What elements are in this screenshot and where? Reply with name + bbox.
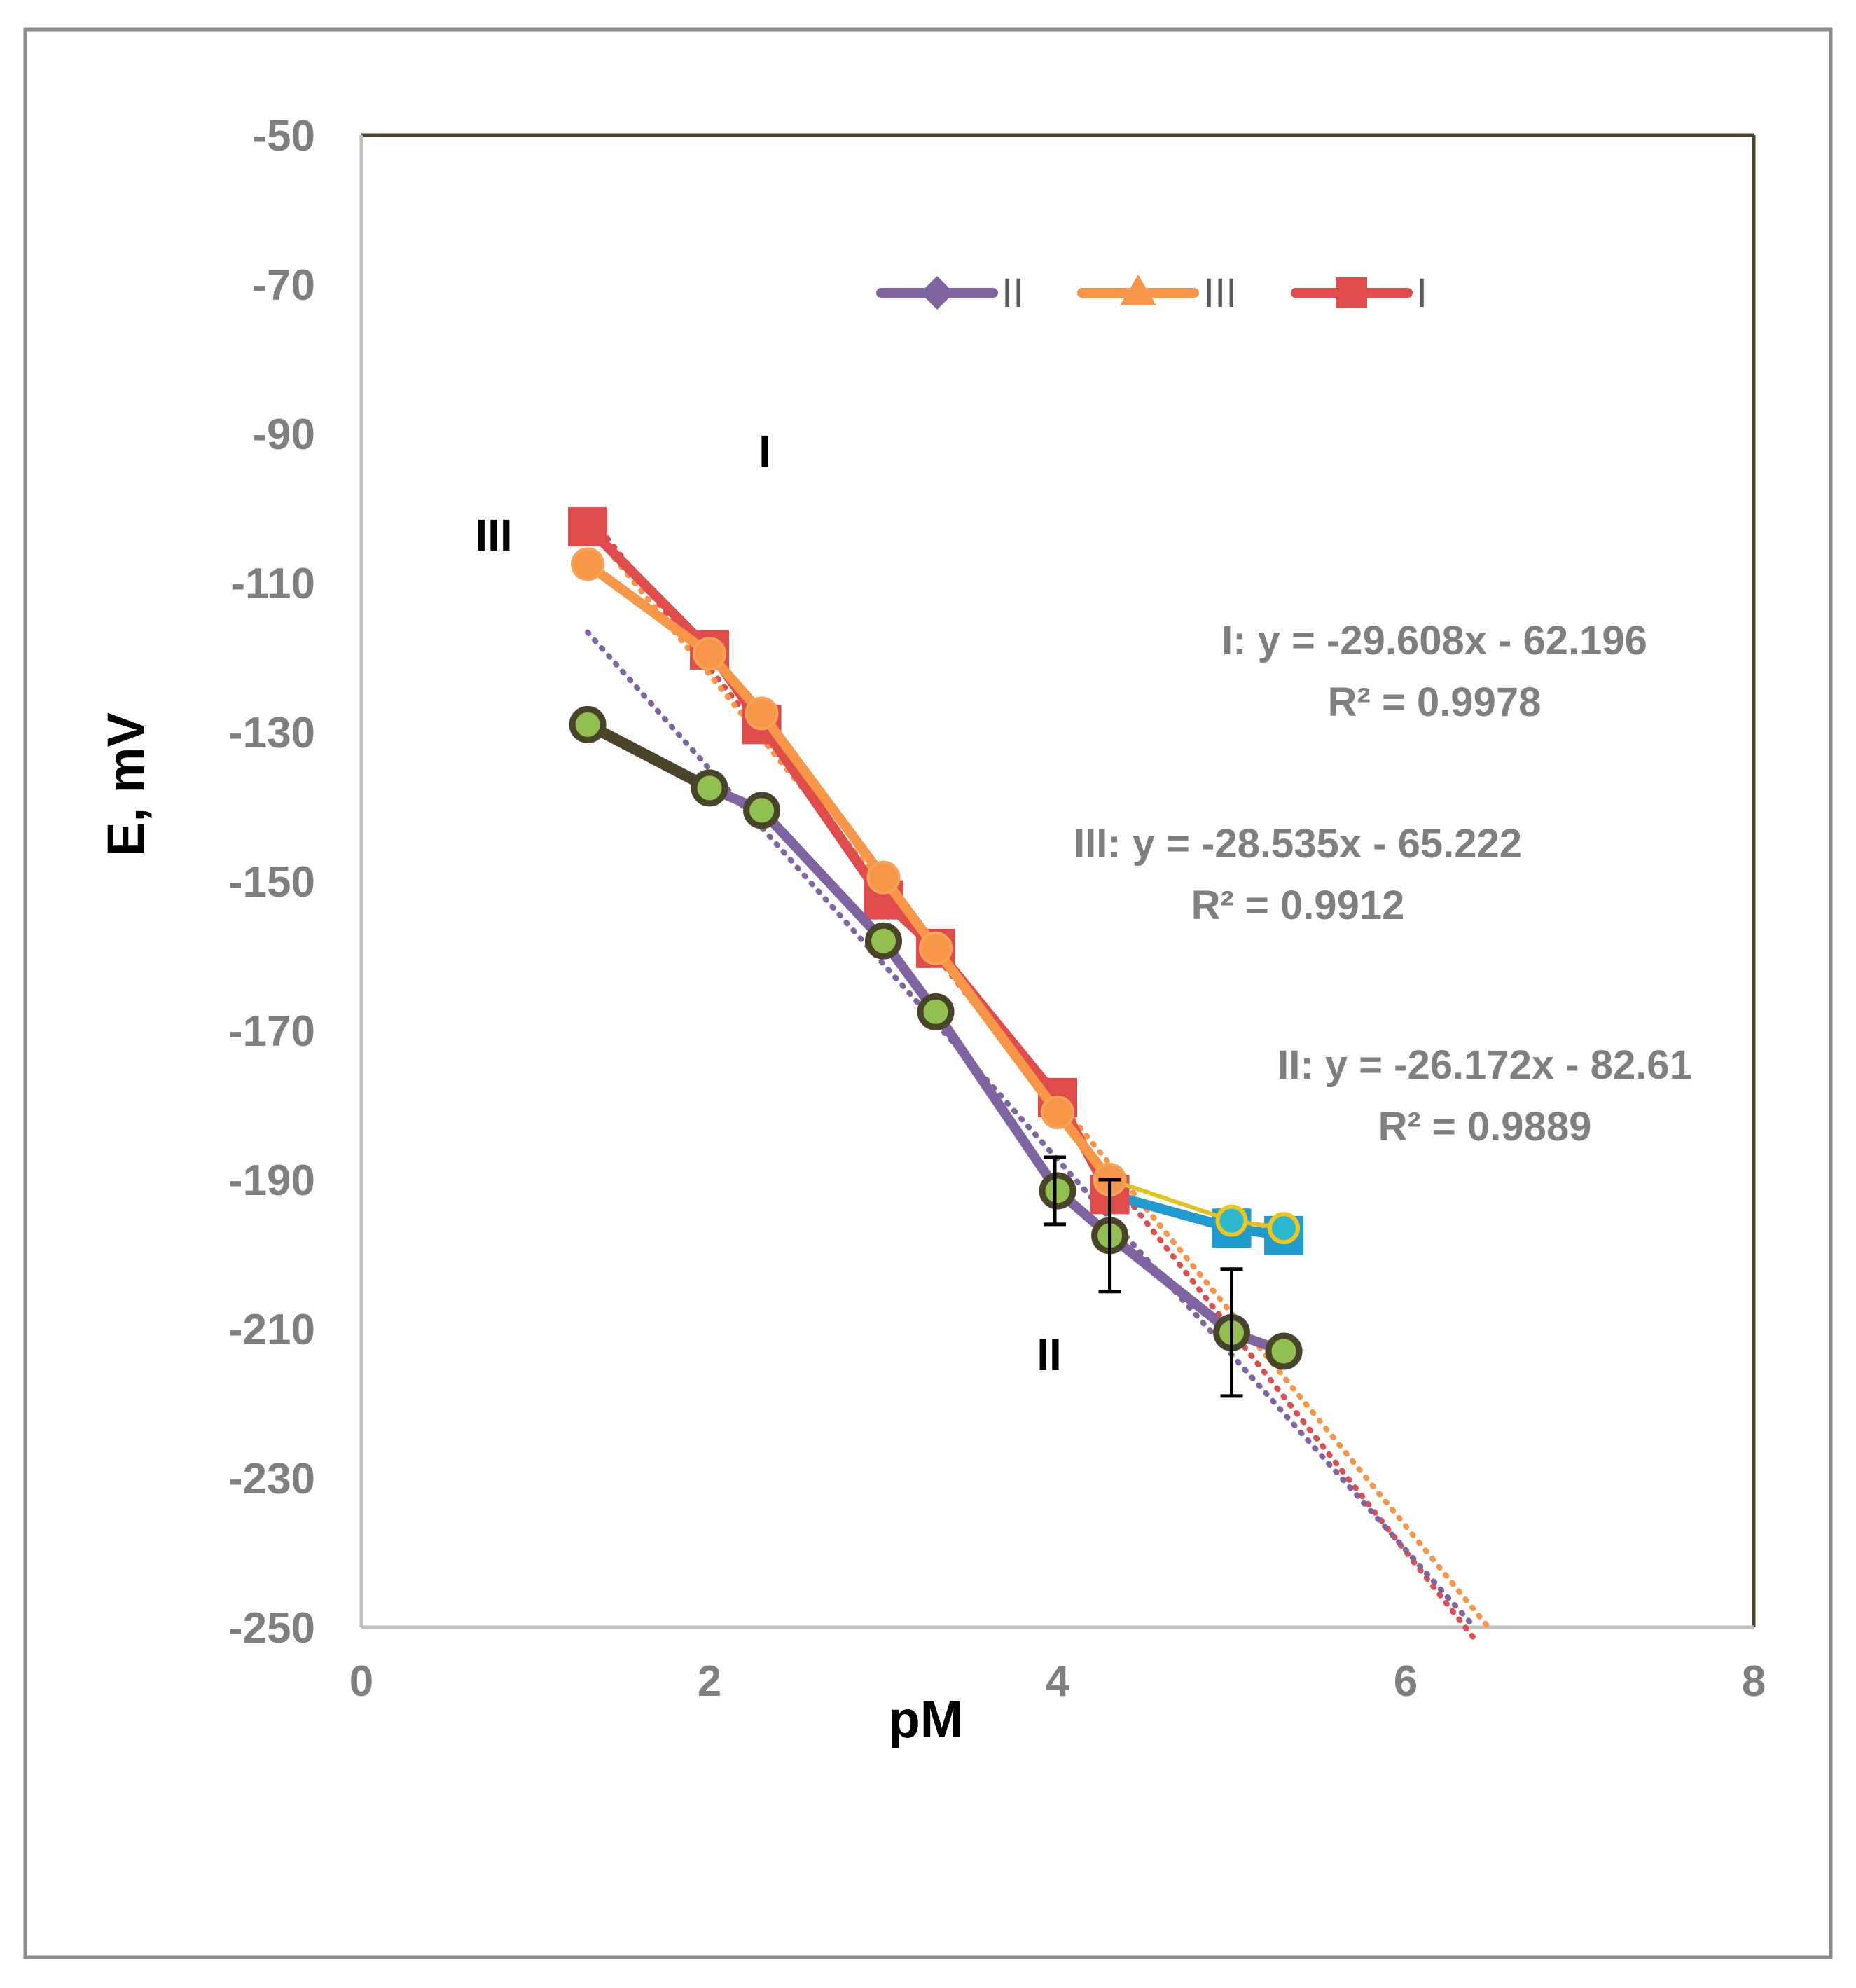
y-tick-label: -210 — [228, 1306, 315, 1354]
annotation-I-r2: R² = 0.9978 — [1328, 679, 1542, 725]
y-axis-title: E, mV — [97, 712, 155, 857]
series-II-point — [1265, 1332, 1303, 1370]
curve-label-II: II — [1037, 1330, 1062, 1380]
y-tick-label: -70 — [252, 261, 315, 310]
y-tick-label: -150 — [228, 858, 315, 906]
legend: II III I — [876, 270, 1427, 316]
annotation-II-equation: II: y = -26.172x - 82.61 — [1277, 1042, 1692, 1088]
x-tick-label: 8 — [1742, 1657, 1766, 1706]
series-III-point — [866, 860, 901, 895]
series-III-point — [1041, 1096, 1074, 1130]
series-III-point — [693, 637, 726, 671]
series-III-point — [919, 931, 953, 965]
x-tick-label: 2 — [698, 1657, 721, 1706]
axis-ticks: -50 -70 -90 -110 -130 -150 -170 -190 -210 -230 -25… — [228, 112, 1766, 1706]
annotation-III-r2: R² = 0.9912 — [1191, 883, 1405, 928]
series-II-point — [865, 922, 902, 960]
series-II-first-segment — [582, 719, 715, 794]
legend-marker-III-triangle — [1120, 275, 1156, 305]
y-tick-label: -90 — [252, 410, 315, 459]
curve-label-III: III — [475, 510, 512, 560]
series-III-point — [745, 696, 779, 731]
y-tick-label: -230 — [228, 1455, 315, 1503]
legend-label-II: II — [1002, 270, 1024, 316]
annotation-III-equation: III: y = -28.535x - 65.222 — [1074, 821, 1522, 867]
legend-marker-I-square — [1336, 277, 1367, 308]
curve-label-I: I — [759, 426, 771, 476]
y-tick-label: -130 — [228, 709, 315, 757]
series-II-point — [691, 769, 728, 807]
y-tick-label: -170 — [228, 1007, 315, 1056]
y-tick-label: -190 — [228, 1157, 315, 1205]
legend-label-I: I — [1416, 270, 1427, 316]
y-tick-label: -110 — [230, 560, 315, 608]
series-II-line — [705, 782, 1289, 1356]
series-II-point — [1039, 1172, 1076, 1210]
series-I-point — [568, 507, 608, 547]
series-III-point — [571, 547, 605, 581]
x-tick-label: 6 — [1394, 1657, 1418, 1706]
annotation-II-r2: R² = 0.9889 — [1378, 1104, 1592, 1150]
y-tick-label: -50 — [252, 112, 315, 160]
legend-label-III: III — [1203, 270, 1237, 316]
plot-area — [359, 133, 1756, 1629]
series-III-point — [1215, 1204, 1248, 1237]
series-II-point — [917, 993, 955, 1030]
error-bars — [1044, 1155, 1243, 1398]
series-II-point — [569, 705, 607, 743]
x-tick-label: 4 — [1046, 1657, 1070, 1706]
data-series — [568, 507, 1304, 1370]
x-axis-title: pM — [889, 1690, 964, 1748]
y-tick-label: -250 — [228, 1604, 315, 1652]
series-III-point — [1268, 1212, 1301, 1245]
series-II-point — [743, 792, 781, 829]
x-tick-label: 0 — [349, 1657, 373, 1706]
legend-marker-II-diamond — [920, 276, 954, 310]
annotation-I-equation: I: y = -29.608x - 62.196 — [1221, 618, 1647, 663]
